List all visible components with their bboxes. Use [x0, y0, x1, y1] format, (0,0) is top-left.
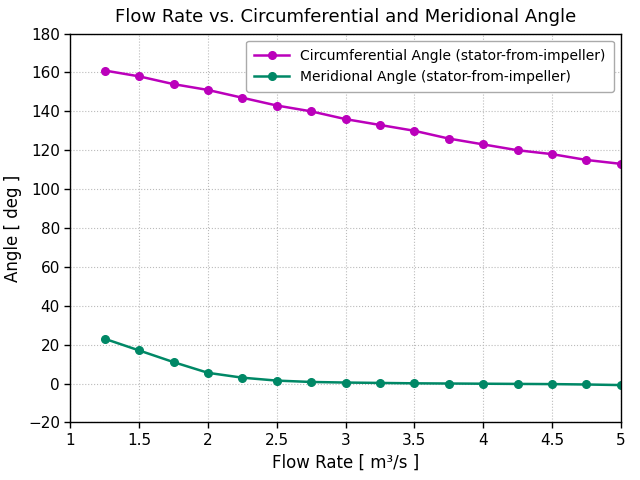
Circumferential Angle (stator-from-impeller): [342, 116, 349, 122]
Circumferential Angle (stator-from-impeller): [514, 147, 522, 153]
Circumferential Angle (stator-from-impeller): [273, 103, 281, 108]
Circumferential Angle (stator-from-impeller): [376, 122, 384, 128]
Circumferential Angle (stator-from-impeller): [582, 157, 590, 163]
Meridional Angle (stator-from-impeller): [101, 336, 109, 342]
Meridional Angle (stator-from-impeller): [273, 378, 281, 384]
Line: Meridional Angle (stator-from-impeller): Meridional Angle (stator-from-impeller): [101, 335, 625, 389]
Meridional Angle (stator-from-impeller): [342, 380, 349, 385]
Circumferential Angle (stator-from-impeller): [548, 151, 556, 157]
Circumferential Angle (stator-from-impeller): [239, 95, 246, 101]
Meridional Angle (stator-from-impeller): [514, 381, 522, 387]
Circumferential Angle (stator-from-impeller): [445, 136, 452, 142]
Line: Circumferential Angle (stator-from-impeller): Circumferential Angle (stator-from-impel…: [101, 67, 625, 168]
Circumferential Angle (stator-from-impeller): [617, 161, 625, 167]
Meridional Angle (stator-from-impeller): [548, 381, 556, 387]
Meridional Angle (stator-from-impeller): [617, 382, 625, 388]
Meridional Angle (stator-from-impeller): [307, 379, 315, 385]
Y-axis label: Angle [ deg ]: Angle [ deg ]: [4, 174, 22, 282]
X-axis label: Flow Rate [ m³/s ]: Flow Rate [ m³/s ]: [272, 454, 419, 471]
Meridional Angle (stator-from-impeller): [445, 381, 452, 386]
Meridional Angle (stator-from-impeller): [170, 359, 177, 365]
Meridional Angle (stator-from-impeller): [136, 348, 143, 353]
Circumferential Angle (stator-from-impeller): [307, 108, 315, 114]
Circumferential Angle (stator-from-impeller): [170, 81, 177, 87]
Circumferential Angle (stator-from-impeller): [101, 68, 109, 73]
Meridional Angle (stator-from-impeller): [411, 381, 419, 386]
Meridional Angle (stator-from-impeller): [582, 382, 590, 387]
Meridional Angle (stator-from-impeller): [239, 375, 246, 381]
Title: Flow Rate vs. Circumferential and Meridional Angle: Flow Rate vs. Circumferential and Meridi…: [115, 9, 576, 26]
Legend: Circumferential Angle (stator-from-impeller), Meridional Angle (stator-from-impe: Circumferential Angle (stator-from-impel…: [246, 40, 614, 92]
Meridional Angle (stator-from-impeller): [376, 380, 384, 386]
Circumferential Angle (stator-from-impeller): [479, 142, 487, 147]
Circumferential Angle (stator-from-impeller): [136, 73, 143, 79]
Meridional Angle (stator-from-impeller): [204, 370, 212, 376]
Circumferential Angle (stator-from-impeller): [204, 87, 212, 93]
Circumferential Angle (stator-from-impeller): [411, 128, 419, 133]
Meridional Angle (stator-from-impeller): [479, 381, 487, 386]
